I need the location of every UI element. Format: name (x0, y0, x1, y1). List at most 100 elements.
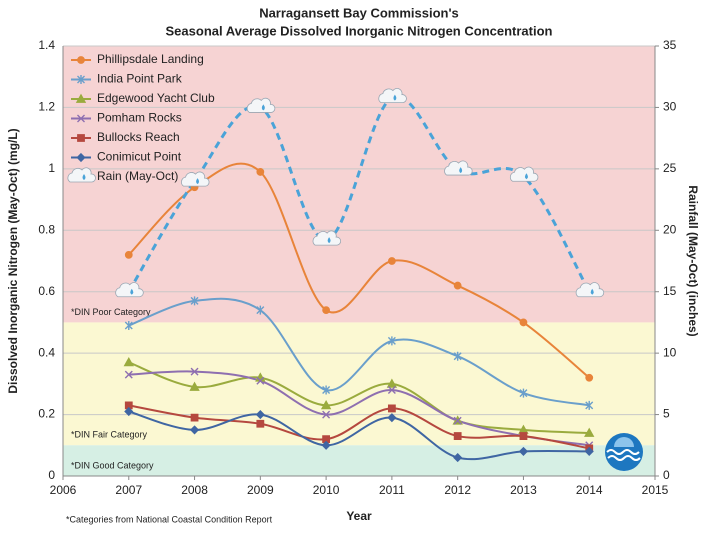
data-point (124, 370, 133, 379)
data-point (123, 357, 134, 367)
chart-title: Narragansett Bay Commission's (259, 5, 459, 20)
legend-marker (77, 134, 85, 142)
legend-label: Edgewood Yacht Club (97, 91, 215, 105)
legend-label: Rain (May-Oct) (97, 169, 178, 183)
data-point (575, 282, 605, 298)
data-point (509, 166, 539, 182)
y-tick-label: 0.8 (38, 222, 55, 236)
data-point (322, 435, 331, 444)
data-point (453, 281, 462, 290)
data-point (453, 432, 462, 440)
y-tick-label: 1.2 (38, 100, 55, 114)
data-point (320, 400, 332, 410)
logo-wave (606, 449, 641, 461)
data-point (387, 336, 396, 346)
data-point-drop (261, 104, 265, 111)
data-point (256, 305, 265, 315)
x-tick-label: 2013 (510, 483, 537, 497)
y-tick-label: 1 (48, 161, 55, 175)
legend-marker-drop (82, 174, 86, 180)
legend-marker (77, 56, 85, 64)
data-point (387, 257, 396, 265)
data-point (312, 230, 342, 246)
data-point-drop (524, 173, 528, 180)
data-point-drop (393, 94, 397, 101)
data-point (386, 378, 398, 388)
y2-tick-label: 35 (663, 38, 677, 52)
y2-tick-label: 20 (663, 222, 677, 236)
y-tick-label: 0.2 (38, 407, 55, 421)
y-tick-label: 0.6 (38, 284, 55, 298)
data-point (255, 410, 265, 420)
chart-subtitle: Seasonal Average Dissolved Inorganic Nit… (166, 23, 553, 38)
y2-tick-label: 25 (663, 161, 677, 175)
x-tick-label: 2011 (379, 483, 405, 497)
data-point (190, 413, 199, 422)
data-point (322, 385, 331, 395)
data-point (190, 296, 199, 306)
y2-tick-label: 30 (663, 100, 677, 114)
data-point (584, 446, 594, 456)
data-point (453, 453, 463, 463)
data-point (519, 432, 528, 440)
data-point (124, 406, 134, 417)
legend-marker (76, 152, 86, 163)
data-point (584, 427, 595, 437)
data-point (124, 401, 133, 410)
y2-tick-label: 15 (663, 284, 677, 298)
logo-sun (614, 437, 634, 447)
data-point (322, 410, 331, 419)
data-point (387, 413, 397, 423)
data-point-drop (590, 288, 594, 295)
y-tick-label: 1.4 (38, 38, 55, 52)
footnote: *Categories from National Coastal Condit… (66, 514, 273, 524)
legend-marker (67, 167, 96, 183)
series-line (128, 404, 590, 450)
legend-marker (77, 75, 85, 84)
data-point (378, 88, 407, 103)
logo (605, 433, 643, 471)
data-point (256, 376, 265, 385)
x-tick-label: 2010 (313, 483, 340, 497)
series-line (128, 297, 590, 407)
data-point-drop (459, 167, 463, 174)
y-tick-label: 0.4 (38, 345, 55, 359)
data-point (189, 425, 200, 435)
band-label: *DIN Good Category (71, 460, 154, 470)
series-line (128, 410, 590, 461)
data-point (453, 416, 462, 425)
x-tick-label: 2006 (50, 483, 77, 497)
data-point-drop (327, 237, 331, 244)
category-band (63, 46, 655, 323)
data-point (190, 367, 199, 376)
data-point (115, 282, 144, 298)
data-point (322, 306, 331, 315)
data-point (444, 160, 473, 176)
data-point (246, 97, 276, 113)
data-point (519, 318, 528, 327)
x-tick-label: 2009 (247, 483, 274, 497)
data-point (519, 388, 528, 398)
data-point (321, 440, 331, 450)
y-axis-title: Dissolved Inorganic Nitrogen (May-Oct) (… (6, 128, 20, 393)
legend-label: India Point Park (97, 72, 183, 86)
band-label: *DIN Fair Category (71, 430, 148, 440)
data-point (181, 171, 210, 187)
series-line (128, 361, 590, 434)
legend-label: Phillipsdale Landing (97, 52, 204, 66)
legend-marker (75, 93, 87, 103)
data-point (189, 381, 200, 391)
data-point (453, 351, 462, 361)
category-band (63, 322, 655, 446)
data-point (387, 404, 396, 413)
legend-label: Bullocks Reach (97, 130, 180, 144)
x-tick-label: 2014 (576, 483, 603, 497)
data-point (256, 419, 265, 428)
legend-marker (77, 114, 85, 123)
data-point (124, 321, 133, 330)
y2-axis-title: Rainfall (May-Oct) (inches) (686, 185, 700, 336)
y2-tick-label: 10 (663, 345, 677, 359)
y2-tick-label: 0 (663, 468, 670, 482)
x-tick-label: 2015 (642, 483, 669, 497)
